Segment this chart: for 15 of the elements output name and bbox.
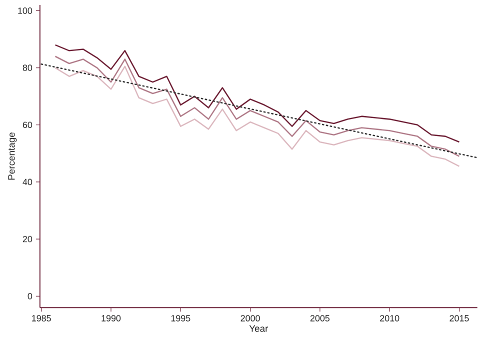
y-tick-label: 100	[18, 8, 32, 14]
x-tick-label: 2015	[450, 315, 469, 322]
x-tick-label: 1985	[32, 315, 51, 322]
y-tick-label: 0	[28, 293, 32, 300]
y-axis-title: Percentage	[8, 132, 17, 180]
x-tick-label: 1995	[171, 315, 190, 322]
x-tick-label: 2000	[240, 315, 260, 322]
x-axis-title: Year	[249, 325, 268, 332]
y-tick-label: 60	[22, 122, 32, 128]
y-tick-label: 20	[22, 236, 32, 242]
x-tick-label: 1990	[102, 315, 121, 322]
x-tick-label: 2010	[380, 315, 400, 322]
x-tick-label: 2005	[310, 315, 330, 322]
y-tick-label: 40	[22, 179, 32, 186]
y-tick-label: 80	[22, 64, 32, 72]
